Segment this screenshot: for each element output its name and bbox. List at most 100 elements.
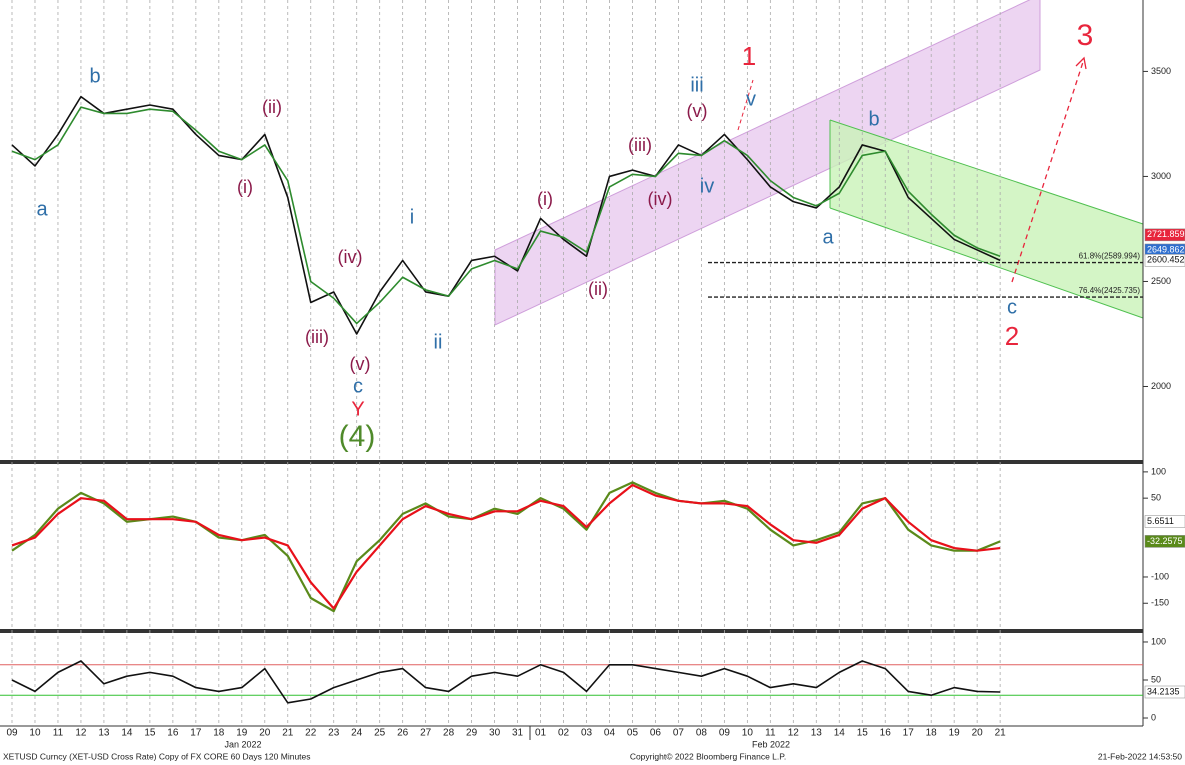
x-tick-label: 20 <box>259 728 271 739</box>
x-tick-label: 19 <box>236 728 248 739</box>
x-tick-label: 21 <box>282 728 294 739</box>
x-tick-label: 08 <box>696 728 708 739</box>
y-tick-label: 50 <box>1151 493 1161 503</box>
value-tag <box>1144 685 1185 699</box>
x-tick-label: 13 <box>811 728 823 739</box>
wave-label: (i) <box>537 189 553 209</box>
y-tick-label: 2500 <box>1151 276 1171 286</box>
value-tag <box>1144 515 1185 528</box>
wave-label: i <box>410 206 414 228</box>
wave-label: b <box>89 65 100 87</box>
x-tick-label: 31 <box>512 728 524 739</box>
x-tick-label: 25 <box>374 728 386 739</box>
x-tick-label: 18 <box>926 728 938 739</box>
wave-label: (iii) <box>628 135 652 155</box>
series-line <box>11 660 1001 704</box>
y-tick-label: -100 <box>1151 571 1169 581</box>
wave-label: (v) <box>687 101 708 121</box>
month-label: Feb 2022 <box>752 739 790 749</box>
x-tick-label: 10 <box>742 728 754 739</box>
value-tag-label: -32.2575 <box>1147 536 1183 546</box>
series-line <box>11 481 1001 613</box>
wave-label: c <box>353 375 363 397</box>
fib-label: 76.4%(2425.735) <box>1079 286 1141 295</box>
x-tick-label: 17 <box>903 728 915 739</box>
footer-right: 21-Feb-2022 14:53:50 <box>1098 751 1182 761</box>
panel-separator <box>0 629 1143 633</box>
y-tick-label: 2000 <box>1151 381 1171 391</box>
y-tick-label: 3500 <box>1151 66 1171 76</box>
x-tick-label: 05 <box>627 728 639 739</box>
wave-label: c <box>1007 296 1017 318</box>
x-tick-label: 13 <box>98 728 110 739</box>
value-tag <box>1144 535 1185 548</box>
x-tick-label: 30 <box>489 728 501 739</box>
wave-label: (ii) <box>588 279 608 299</box>
x-tick-label: 28 <box>443 728 455 739</box>
footer-left: XETUSD Curncy (XET-USD Cross Rate) Copy … <box>3 751 311 761</box>
y-tick-label: 3000 <box>1151 171 1171 181</box>
x-tick-label: 01 <box>535 728 547 739</box>
x-tick-label: 27 <box>420 728 432 739</box>
footer-center: Copyright© 2022 Bloomberg Finance L.P. <box>630 751 786 761</box>
x-tick-label: 11 <box>765 728 776 739</box>
wave-label: 2 <box>1005 321 1019 351</box>
wave-label: v <box>746 88 756 110</box>
wave-label: 1 <box>742 41 756 71</box>
x-tick-label: 17 <box>190 728 202 739</box>
wave-label: (iii) <box>305 327 329 347</box>
value-tag-label: 2600.452 <box>1147 255 1185 265</box>
x-tick-label: 15 <box>857 728 869 739</box>
value-tag-label: 34.2135 <box>1147 686 1180 696</box>
x-tick-label: 09 <box>6 728 18 739</box>
arrow <box>737 79 754 131</box>
x-tick-label: 07 <box>673 728 685 739</box>
x-tick-label: 16 <box>167 728 179 739</box>
x-tick-label: 12 <box>75 728 87 739</box>
x-tick-label: 10 <box>29 728 41 739</box>
channel-line <box>829 119 1144 225</box>
x-tick-label: 02 <box>558 728 570 739</box>
x-tick-label: 20 <box>972 728 984 739</box>
wave-label: (v) <box>350 354 371 374</box>
x-tick-label: 03 <box>581 728 593 739</box>
month-label: Jan 2022 <box>224 739 261 749</box>
wave-label: (i) <box>237 177 253 197</box>
x-tick-label: 04 <box>604 728 616 739</box>
x-tick-label: 18 <box>213 728 225 739</box>
wave-label: 3 <box>1077 19 1094 52</box>
y-tick-label: 50 <box>1151 674 1161 684</box>
wave-label: b <box>868 108 879 130</box>
wave-label: (iv) <box>338 247 363 267</box>
x-tick-label: 26 <box>397 728 409 739</box>
value-tag <box>1144 254 1185 267</box>
wave-label: a <box>822 226 834 248</box>
wave-label: iv <box>700 175 714 197</box>
x-tick-label: 06 <box>650 728 662 739</box>
fib-label: 61.8%(2589.994) <box>1079 252 1141 261</box>
y-tick-label: 100 <box>1151 466 1166 476</box>
value-tag-label: 2721.859 <box>1147 229 1185 239</box>
wave-label: (iv) <box>648 189 673 209</box>
y-tick-label: -150 <box>1151 598 1169 608</box>
series-line <box>11 483 1001 610</box>
x-tick-label: 22 <box>305 728 317 739</box>
x-tick-label: 12 <box>788 728 800 739</box>
arrow-head <box>1075 56 1087 70</box>
x-tick-label: 23 <box>328 728 340 739</box>
x-tick-label: 16 <box>880 728 892 739</box>
x-tick-label: 19 <box>949 728 961 739</box>
x-tick-label: 21 <box>995 728 1007 739</box>
value-tag-label: 2649.862 <box>1147 244 1185 254</box>
series-line <box>11 95 1001 335</box>
y-tick-label: 0 <box>1151 712 1156 722</box>
wave-label: (4) <box>339 420 376 453</box>
y-tick-label: 100 <box>1151 636 1166 646</box>
series-line <box>11 106 1001 325</box>
wave-label: ii <box>434 331 443 353</box>
channel <box>494 0 1041 326</box>
x-tick-label: 11 <box>53 728 64 739</box>
x-tick-label: 15 <box>144 728 156 739</box>
value-tag-label: 5.6511 <box>1147 516 1174 526</box>
